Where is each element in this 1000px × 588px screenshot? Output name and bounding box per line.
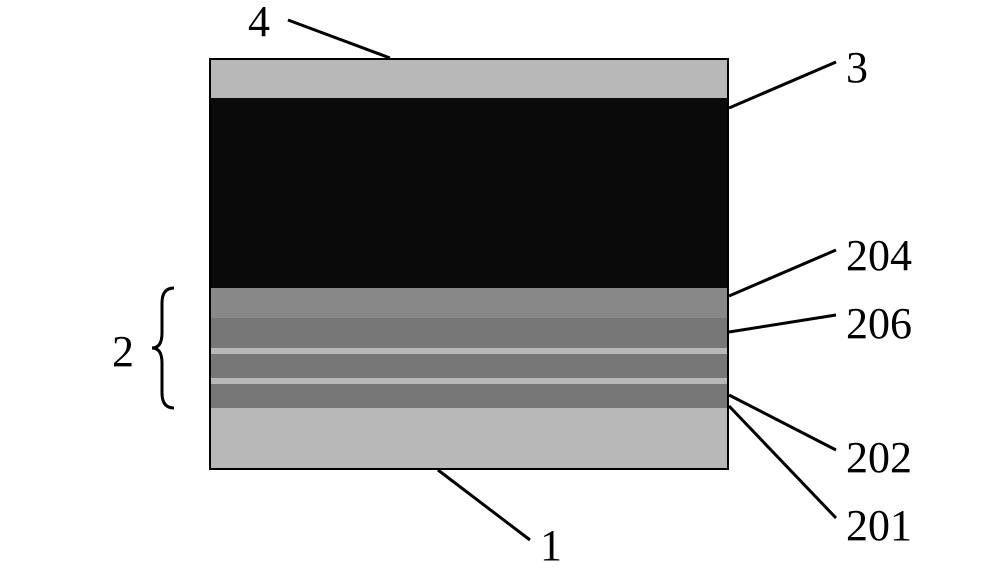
label-4: 4: [248, 0, 270, 47]
label-1: 1: [540, 520, 562, 571]
layer-4: [209, 58, 729, 98]
layer-206: [209, 318, 729, 348]
layer-1: [209, 408, 729, 470]
layer-202: [209, 354, 729, 378]
label-3: 3: [846, 42, 868, 93]
label-204: 204: [846, 230, 912, 281]
label-2: 2: [112, 326, 134, 377]
label-201: 201: [846, 500, 912, 551]
layer-201: [209, 384, 729, 408]
diagram-canvas: 4 3 204 206 202 201 1 2: [0, 0, 1000, 588]
label-202: 202: [846, 432, 912, 483]
layer-204: [209, 288, 729, 318]
layer-3: [209, 98, 729, 288]
label-206: 206: [846, 298, 912, 349]
